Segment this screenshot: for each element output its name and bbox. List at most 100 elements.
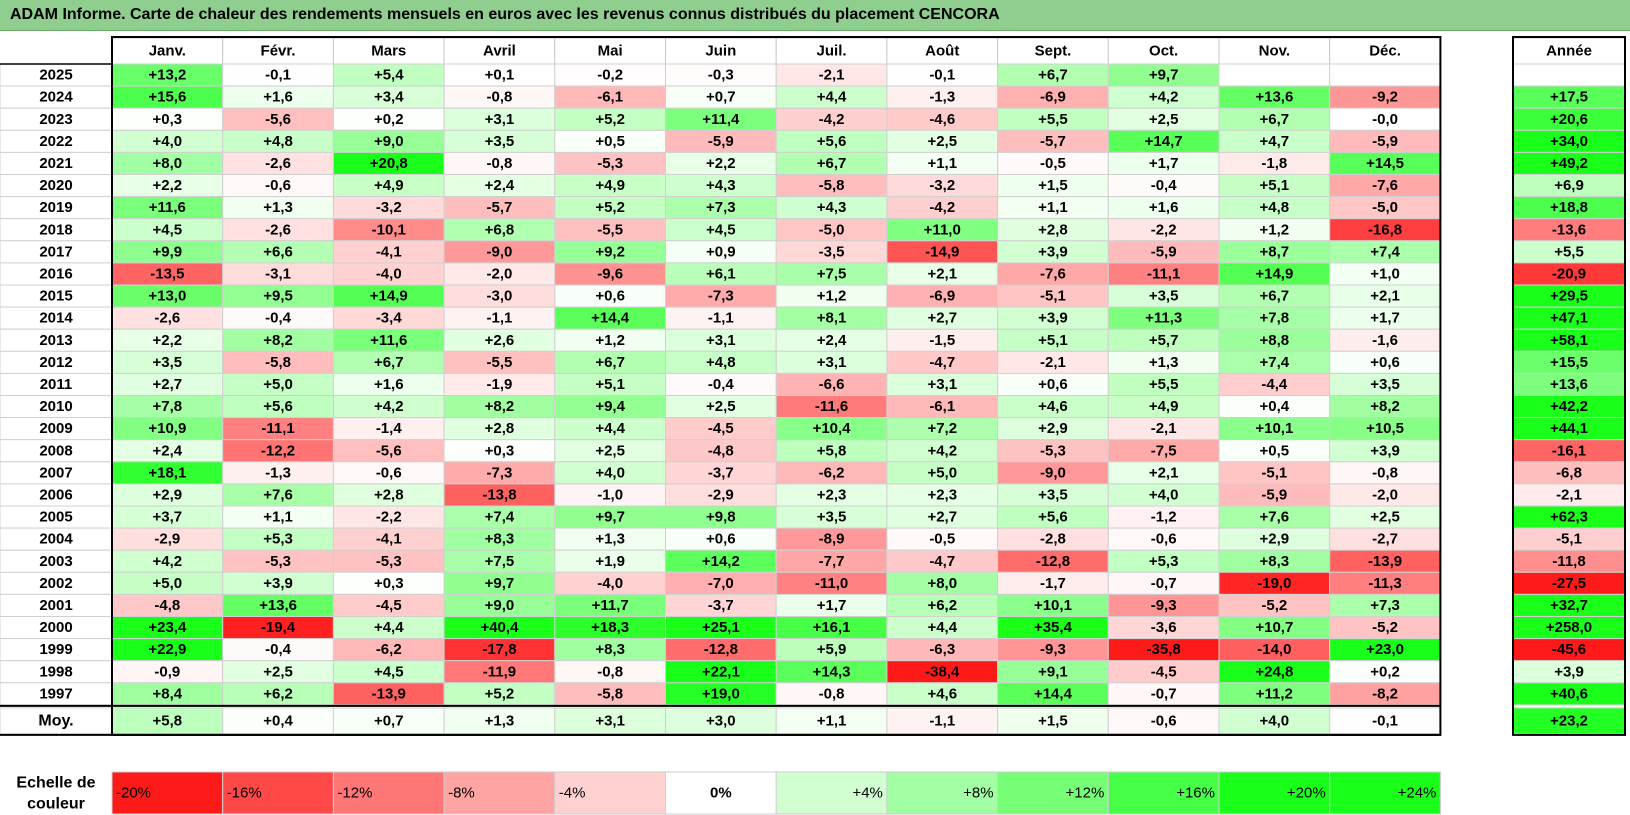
year-value: -27,5 (1552, 575, 1586, 592)
cell-value: +2,2 (153, 332, 183, 349)
cell-value: +11,7 (592, 597, 629, 614)
cell-value: +6,7 (595, 354, 625, 371)
cell-value: +3,4 (374, 89, 404, 106)
year-value: +44,1 (1550, 420, 1588, 437)
cell-value: -17,8 (482, 641, 516, 658)
cell-value: +2,9 (153, 486, 183, 503)
cell-value: +3,5 (485, 133, 515, 150)
year-value: +49,2 (1550, 155, 1588, 172)
cell-value: -8,2 (1372, 685, 1398, 702)
cell-value: +0,6 (706, 531, 736, 548)
cell-value: +6,6 (263, 243, 293, 260)
average-cell (665, 707, 777, 735)
cell-value: -0,5 (1040, 155, 1066, 172)
cell-value: +5,2 (485, 685, 515, 702)
cell-value: +1,0 (1370, 265, 1400, 282)
cell-value: +2,9 (1038, 420, 1068, 437)
cell-value: +0,6 (1038, 376, 1068, 393)
cell-value: -1,1 (487, 310, 513, 327)
cell-value: +5,1 (1260, 177, 1290, 194)
cell-value: -3,7 (708, 597, 734, 614)
cell-value: +1,5 (1038, 177, 1068, 194)
cell-value: +1,2 (595, 332, 625, 349)
cell-value: -0,8 (487, 155, 513, 172)
cell-value: -5,3 (265, 553, 291, 570)
cell-value: +5,0 (927, 464, 957, 481)
cell-value: -4,2 (819, 111, 845, 128)
cell-value: +3,1 (927, 376, 957, 393)
cell-value: +7,3 (706, 199, 736, 216)
cell-value: -6,9 (929, 288, 955, 305)
scale-stop-label: -4% (559, 785, 586, 802)
cell-value: +4,0 (153, 133, 183, 150)
cell-value: +0,2 (1370, 663, 1400, 680)
cell-value: +22,1 (702, 663, 740, 680)
cell-value: -2,2 (1151, 221, 1177, 238)
cell-value: +5,2 (595, 111, 625, 128)
average-value: +1,1 (817, 712, 847, 729)
year-value: +42,2 (1550, 398, 1588, 415)
cell-value: -1,4 (376, 420, 403, 437)
cell-value: -7,7 (819, 553, 845, 570)
cell-value: +8,2 (263, 332, 293, 349)
cell-value: -5,6 (376, 442, 402, 459)
average-value: +4,0 (1260, 712, 1290, 729)
scale-label-line1: Echelle de (16, 775, 95, 792)
cell-value: -5,3 (376, 553, 402, 570)
average-cell (1218, 707, 1331, 735)
row-label-2010: 2010 (39, 398, 72, 415)
cell-value: +18,1 (148, 464, 186, 481)
year-value: +17,5 (1550, 89, 1588, 106)
cell-value: +2,6 (485, 332, 515, 349)
month-header-ao-t: Août (925, 43, 959, 60)
cell-value: -13,5 (150, 265, 184, 282)
cell-value: +9,4 (595, 398, 625, 415)
cell-value: +5,7 (1149, 332, 1179, 349)
cell-value: -0,4 (1151, 177, 1178, 194)
cell-value: -9,2 (1372, 89, 1398, 106)
cell-value: -12,2 (261, 442, 295, 459)
cell-value: +4,4 (817, 89, 847, 106)
year-value: -2,1 (1556, 486, 1582, 503)
cell-value: +9,7 (595, 509, 625, 526)
cell-value: -2,8 (1040, 531, 1066, 548)
scale-stop-label: +16% (1176, 785, 1215, 802)
year-value: +34,0 (1550, 133, 1588, 150)
row-label-2005: 2005 (39, 509, 72, 526)
cell-value: -0,8 (597, 663, 623, 680)
scale-swatch (886, 771, 999, 815)
row-label-2000: 2000 (39, 619, 72, 636)
cell-value: +10,9 (148, 420, 186, 437)
cell-value: -9,0 (487, 243, 513, 260)
month-header-sept: Sept. (1035, 43, 1072, 60)
average-cell (554, 707, 666, 735)
cell-value: +4,0 (595, 464, 625, 481)
cell-value: -1,0 (597, 486, 623, 503)
row-label-2007: 2007 (39, 464, 72, 481)
cell-value: -13,9 (372, 685, 406, 702)
cell-value: -4,6 (929, 111, 955, 128)
cell-value: -10,1 (372, 221, 406, 238)
cell-value: +2,7 (927, 310, 957, 327)
year-value: +29,5 (1550, 288, 1588, 305)
row-label-2013: 2013 (39, 332, 72, 349)
cell-value: +11,6 (149, 199, 186, 216)
scale-swatch (997, 771, 1109, 815)
month-header-f-vr: Févr. (261, 43, 296, 60)
cell-value: +1,6 (374, 376, 404, 393)
cell-value: +4,9 (1149, 398, 1179, 415)
cell-value: -6,2 (819, 464, 845, 481)
cell-value: -2,0 (1372, 486, 1398, 503)
row-label-2008: 2008 (39, 442, 72, 459)
cell-value: +18,3 (591, 619, 629, 636)
cell-value: +19,0 (702, 685, 740, 702)
cell-value: +2,5 (263, 663, 293, 680)
cell-value: -6,1 (597, 89, 623, 106)
cell-value: +8,1 (817, 310, 847, 327)
cell-value: -0,4 (265, 310, 292, 327)
cell-value: +3,1 (706, 332, 736, 349)
cell-value: -11,6 (815, 398, 848, 415)
cell-value: +35,4 (1034, 619, 1073, 636)
cell-value: -5,8 (597, 685, 623, 702)
cell-value: -2,0 (487, 265, 513, 282)
